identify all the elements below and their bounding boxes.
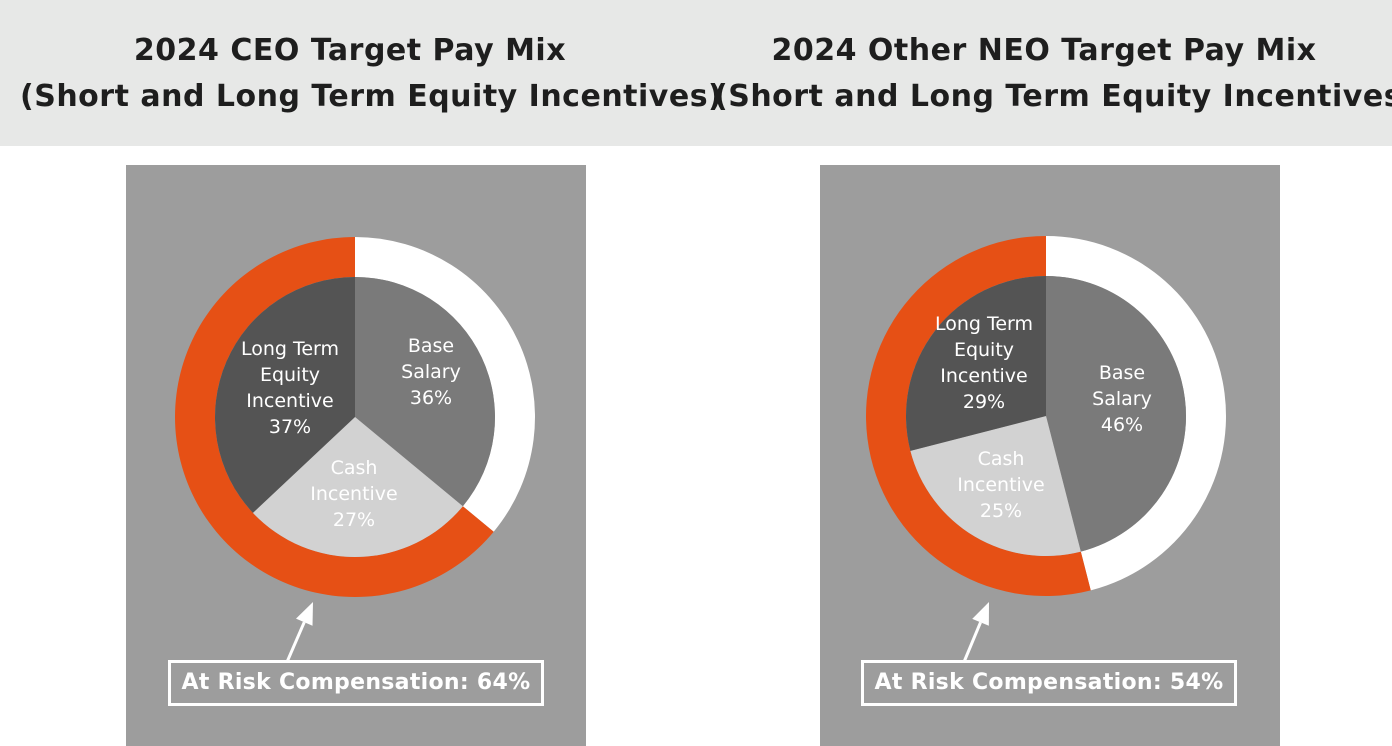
- ceo-title-line-2: (Short and Long Term Equity Incentives): [20, 79, 723, 114]
- neo-slice-lte: [906, 276, 1046, 451]
- neo-label-lte: Long Term Equity Incentive 29%: [935, 313, 1033, 413]
- ceo-label-lte-line: 37%: [269, 416, 311, 438]
- ceo-label-base-line: Base: [408, 335, 454, 357]
- ceo-title-line-1: 2024 CEO Target Pay Mix: [133, 33, 567, 68]
- neo-chart-title: 2024 Other NEO Target Pay Mix (Short and…: [714, 28, 1392, 120]
- neo-label-cash-line: 25%: [980, 500, 1022, 522]
- neo-at-risk-callout: At Risk Compensation: 54%: [861, 660, 1237, 706]
- ceo-label-cash: Cash Incentive 27%: [310, 457, 398, 531]
- ceo-label-lte-line: Incentive: [246, 390, 334, 412]
- ceo-chart-title: 2024 CEO Target Pay Mix (Short and Long …: [20, 28, 723, 120]
- ceo-label-base-line: 36%: [410, 387, 452, 409]
- neo-title-line-1: 2024 Other NEO Target Pay Mix: [771, 33, 1317, 68]
- ceo-slice-cash: [252, 417, 463, 557]
- neo-ring-at-risk: [866, 236, 1091, 596]
- ceo-callout-arrow-shaft: [285, 621, 306, 663]
- ceo-ring-base-salary: [355, 237, 536, 532]
- neo-chart-panel: Base Salary 46% Cash Incentive 25% Long Term Eq…: [820, 165, 1280, 746]
- ceo-chart-panel: Base Salary 36% Cash Incentive 27% Long Term Eq…: [126, 165, 586, 746]
- neo-label-base-line: 46%: [1101, 414, 1143, 436]
- neo-slice-base: [1046, 276, 1187, 552]
- neo-label-cash-line: Cash: [978, 448, 1025, 470]
- neo-pay-mix-chart: Base Salary 46% Cash Incentive 25% Long Term Eq…: [866, 236, 1226, 663]
- ceo-label-cash-line: Cash: [331, 457, 378, 479]
- ceo-label-base: Base Salary 36%: [401, 335, 461, 409]
- ceo-label-lte: Long Term Equity Incentive 37%: [241, 338, 339, 438]
- ceo-label-cash-line: 27%: [333, 509, 375, 531]
- neo-callout-arrow-shaft: [962, 621, 982, 663]
- header-band: [0, 0, 1392, 146]
- neo-slice-cash: [910, 416, 1081, 556]
- neo-label-lte-line: Incentive: [940, 365, 1028, 387]
- neo-label-base-line: Salary: [1092, 388, 1152, 410]
- neo-ring-base-salary: [1046, 236, 1226, 591]
- neo-label-lte-line: 29%: [963, 391, 1005, 413]
- ceo-pay-mix-chart: Base Salary 36% Cash Incentive 27% Long Term Eq…: [175, 237, 536, 663]
- ceo-label-lte-line: Long Term: [241, 338, 339, 360]
- ceo-at-risk-callout: At Risk Compensation: 64%: [168, 660, 544, 706]
- ceo-slice-lte: [215, 277, 355, 513]
- neo-label-base: Base Salary 46%: [1092, 362, 1152, 436]
- ceo-label-cash-line: Incentive: [310, 483, 398, 505]
- neo-label-cash-line: Incentive: [957, 474, 1045, 496]
- neo-callout-arrow-head: [972, 602, 989, 626]
- ceo-label-base-line: Salary: [401, 361, 461, 383]
- ceo-slice-base: [355, 277, 495, 507]
- neo-title-line-2: (Short and Long Term Equity Incentives): [714, 79, 1392, 114]
- ceo-ring-at-risk: [175, 237, 494, 597]
- neo-label-cash: Cash Incentive 25%: [957, 448, 1045, 522]
- ceo-label-lte-line: Equity: [260, 364, 320, 386]
- neo-label-lte-line: Equity: [954, 339, 1014, 361]
- neo-label-lte-line: Long Term: [935, 313, 1033, 335]
- ceo-callout-arrow-head: [295, 602, 313, 626]
- neo-label-base-line: Base: [1099, 362, 1145, 384]
